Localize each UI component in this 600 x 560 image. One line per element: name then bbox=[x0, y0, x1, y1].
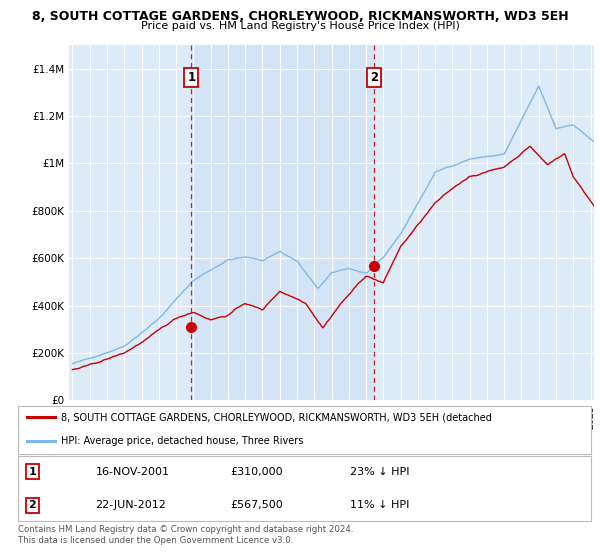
Text: 8, SOUTH COTTAGE GARDENS, CHORLEYWOOD, RICKMANSWORTH, WD3 5EH: 8, SOUTH COTTAGE GARDENS, CHORLEYWOOD, R… bbox=[32, 10, 568, 23]
Text: 1: 1 bbox=[187, 71, 196, 84]
Text: Price paid vs. HM Land Registry's House Price Index (HPI): Price paid vs. HM Land Registry's House … bbox=[140, 21, 460, 31]
Text: £567,500: £567,500 bbox=[230, 500, 283, 510]
Text: 22-JUN-2012: 22-JUN-2012 bbox=[95, 500, 166, 510]
Text: 16-NOV-2001: 16-NOV-2001 bbox=[95, 467, 169, 477]
Text: 2: 2 bbox=[28, 500, 36, 510]
Text: 11% ↓ HPI: 11% ↓ HPI bbox=[350, 500, 410, 510]
Text: 8, SOUTH COTTAGE GARDENS, CHORLEYWOOD, RICKMANSWORTH, WD3 5EH (detached: 8, SOUTH COTTAGE GARDENS, CHORLEYWOOD, R… bbox=[61, 412, 492, 422]
Text: Contains HM Land Registry data © Crown copyright and database right 2024.
This d: Contains HM Land Registry data © Crown c… bbox=[18, 525, 353, 545]
Text: 1: 1 bbox=[28, 467, 36, 477]
Text: HPI: Average price, detached house, Three Rivers: HPI: Average price, detached house, Thre… bbox=[61, 436, 304, 446]
Text: £310,000: £310,000 bbox=[230, 467, 283, 477]
Text: 2: 2 bbox=[370, 71, 378, 84]
Bar bbox=[191, 45, 374, 400]
Text: 23% ↓ HPI: 23% ↓ HPI bbox=[350, 467, 410, 477]
